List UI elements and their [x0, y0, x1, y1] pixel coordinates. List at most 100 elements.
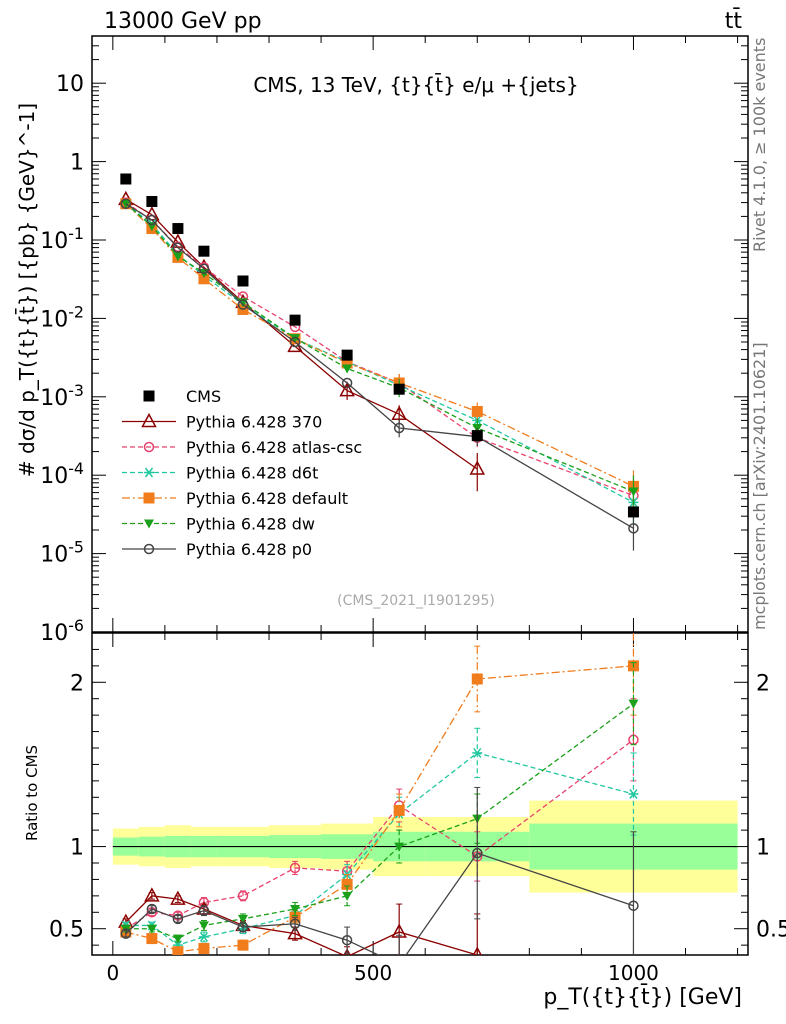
ratio-point — [237, 939, 249, 951]
legend-marker — [141, 412, 157, 428]
ratio-point — [287, 925, 303, 940]
y-tick-label: 10 — [56, 72, 84, 97]
ratio-tick-labels: 0.5 0.5 1 1 2 2 — [49, 671, 786, 942]
ratio-point — [237, 921, 249, 933]
y-tick-label: 10-4 — [40, 459, 84, 489]
ratio-point — [393, 804, 405, 816]
x-tick-label: 500 — [354, 961, 392, 985]
ratio-tick-label: 2 — [70, 671, 84, 696]
ratio-point — [342, 891, 353, 901]
legend: CMS Pythia 6.428 370 Pythia 6.428 atlas-cs… — [122, 387, 362, 559]
series-point — [339, 382, 355, 397]
data-point — [393, 383, 405, 395]
legend-marker — [143, 492, 155, 504]
ratio-point — [290, 905, 301, 914]
ratio-point — [628, 699, 639, 709]
data-point — [172, 223, 184, 235]
ratio-point — [170, 890, 186, 905]
ratio-point — [172, 913, 184, 925]
rivet-label: Rivet 4.1.0, ≥ 100k events — [750, 38, 769, 252]
series-point — [172, 252, 183, 262]
chart-title: CMS, 13 TeV, {t}{t̄} e/μ +{jets} — [253, 72, 578, 97]
series-point — [628, 487, 639, 497]
series-line — [125, 203, 634, 503]
series-line — [125, 203, 634, 487]
y-tick-label: 10-5 — [40, 538, 84, 568]
data-point — [341, 349, 353, 361]
data-point — [146, 195, 158, 207]
x-tick-label: 0 — [106, 961, 119, 985]
ratio-point — [198, 905, 210, 916]
ratio-line — [125, 665, 634, 953]
legend-marker — [143, 390, 155, 402]
ratio-point — [341, 934, 353, 946]
mcplots-label: mcplots.cern.ch [arXiv:2401.10621] — [750, 342, 769, 630]
series-point — [341, 377, 353, 389]
x-tick-labels: 0 500 1000 — [106, 961, 658, 985]
ratio-point — [341, 878, 353, 890]
legend-marker — [143, 543, 155, 555]
asterisk-bar — [199, 931, 209, 942]
series-point — [341, 357, 353, 369]
legend-marker — [143, 441, 155, 453]
ratio-point — [198, 921, 209, 931]
ratio-series — [118, 633, 639, 969]
ratio-point — [471, 673, 483, 685]
ratio-point — [144, 887, 160, 902]
legend-label: Pythia 6.428 default — [186, 489, 348, 508]
ratio-point — [472, 747, 483, 758]
series-point — [290, 334, 301, 344]
series-point — [393, 422, 405, 434]
legend-label: Pythia 6.428 dw — [186, 515, 315, 534]
ratio-point — [146, 933, 158, 945]
data-point — [198, 245, 210, 257]
ratio-tick-label: 0.5 — [756, 918, 786, 943]
series-point — [237, 299, 249, 310]
y-tick-label: 10-3 — [40, 381, 84, 411]
series-line — [125, 203, 634, 529]
ratio-point — [628, 789, 639, 799]
analysis-id: (CMS_2021_I1901295) — [337, 593, 495, 609]
ratio-tick-label: 1 — [70, 836, 84, 861]
ratio-line — [125, 752, 634, 946]
x-tick-label: 1000 — [608, 961, 659, 985]
ratio-tick-label: 1 — [756, 836, 770, 861]
y-tick-labels: 10 1 10-1 10-2 10-3 10-4 10-5 10-6 — [40, 72, 84, 646]
ratio-point — [146, 903, 158, 915]
series-point — [628, 523, 639, 534]
series-point — [198, 273, 210, 285]
y-tick-label: 10-6 — [40, 616, 84, 646]
ratio-point — [172, 934, 183, 944]
legend-label: Pythia 6.428 370 — [186, 413, 322, 432]
legend-marker — [144, 467, 154, 478]
ratio-point — [628, 900, 639, 911]
ratio-point — [237, 890, 249, 902]
ratio-tick-label: 0.5 — [49, 918, 84, 943]
series-point — [469, 460, 486, 475]
y-tick-label: 10-2 — [40, 302, 84, 332]
ratio-point — [472, 847, 483, 859]
legend-marker — [144, 519, 154, 529]
ratio-point — [146, 924, 157, 934]
ratio-tick-label: 2 — [756, 671, 770, 696]
ratio-point — [395, 960, 404, 969]
ratio-point — [237, 914, 248, 924]
legend-label: Pythia 6.428 atlas-csc — [186, 438, 362, 457]
series-point — [289, 336, 301, 348]
main-frame — [91, 35, 749, 633]
data-point — [289, 314, 301, 326]
ratio-point — [120, 928, 132, 939]
legend-label: Pythia 6.428 p0 — [186, 540, 312, 559]
series-point — [471, 405, 483, 417]
ratio-point — [172, 946, 184, 955]
ratio-point — [289, 918, 301, 930]
data-point — [471, 430, 483, 442]
data-point — [627, 506, 639, 518]
main-series — [118, 190, 639, 551]
series-point — [342, 364, 353, 374]
ratio-y-axis-label: Ratio to CMS — [23, 745, 41, 841]
header-left: 13000 GeV pp — [104, 9, 262, 34]
series-point — [198, 263, 210, 274]
series-line — [125, 203, 634, 493]
